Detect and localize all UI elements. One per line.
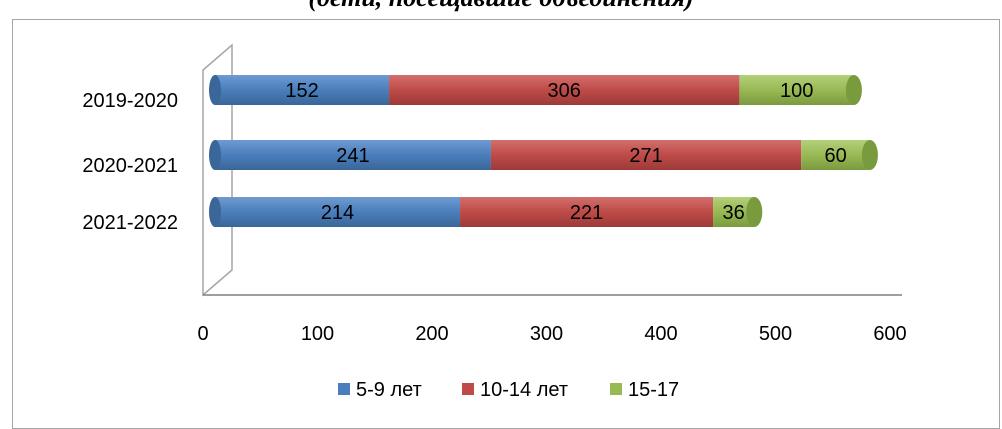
category-label: 2019-2020 [82,90,178,112]
data-label: 306 [548,80,581,102]
legend: 5-9 лет 10-14 лет 15-17 [338,379,679,401]
data-label: 100 [780,80,813,102]
back-wall [202,43,233,297]
data-label: 271 [629,145,662,167]
legend-swatch [462,383,474,395]
legend-label: 10-14 лет [480,379,568,401]
bar-segment [389,75,740,105]
data-label: 241 [336,145,369,167]
data-label: 152 [285,80,318,102]
legend-swatch [338,383,350,395]
legend-label: 5-9 лет [356,379,422,401]
x-tick-label: 400 [644,323,677,345]
category-label: 2020-2021 [82,155,178,177]
legend-label: 15-17 [628,379,679,401]
bar-segment [490,140,802,170]
bar-cap-left [209,197,221,227]
bar-segment [215,140,491,170]
legend-swatch [610,383,622,395]
x-tick-label: 200 [415,323,448,345]
data-label: 214 [321,202,354,224]
legend-item: 5-9 лет [338,379,422,401]
bar-cap-left [209,75,221,105]
x-tick-label: 600 [873,323,906,345]
data-label: 60 [824,145,846,167]
bar-segment [739,75,854,105]
legend-item: 10-14 лет [462,379,568,401]
bar-segment [215,75,390,105]
bar-cap-right [845,75,862,105]
bar-segment [801,140,870,170]
legend-item: 15-17 [610,379,679,401]
bar-segment [215,197,461,227]
data-label: 221 [570,202,603,224]
category-label: 2021-2022 [82,212,178,234]
chart-title: (дети, посещавшие объединения) [0,0,1002,13]
bar-cap-right [746,197,763,227]
axes [202,43,902,297]
data-label: 36 [723,202,745,224]
x-tick-label: 100 [301,323,334,345]
bar-cap-right [861,140,878,170]
bars: 152 306 100 241 271 60 214 221 36 [209,75,878,227]
category-labels: 2019-2020 2020-2021 2021-2022 [82,90,178,234]
x-tick-label: 300 [530,323,563,345]
x-tick-label: 500 [759,323,792,345]
x-tick-labels: 0 100 200 300 400 500 600 [197,323,906,345]
bar-cap-left [209,140,221,170]
x-tick-label: 0 [197,323,208,345]
bar-segment [460,197,714,227]
